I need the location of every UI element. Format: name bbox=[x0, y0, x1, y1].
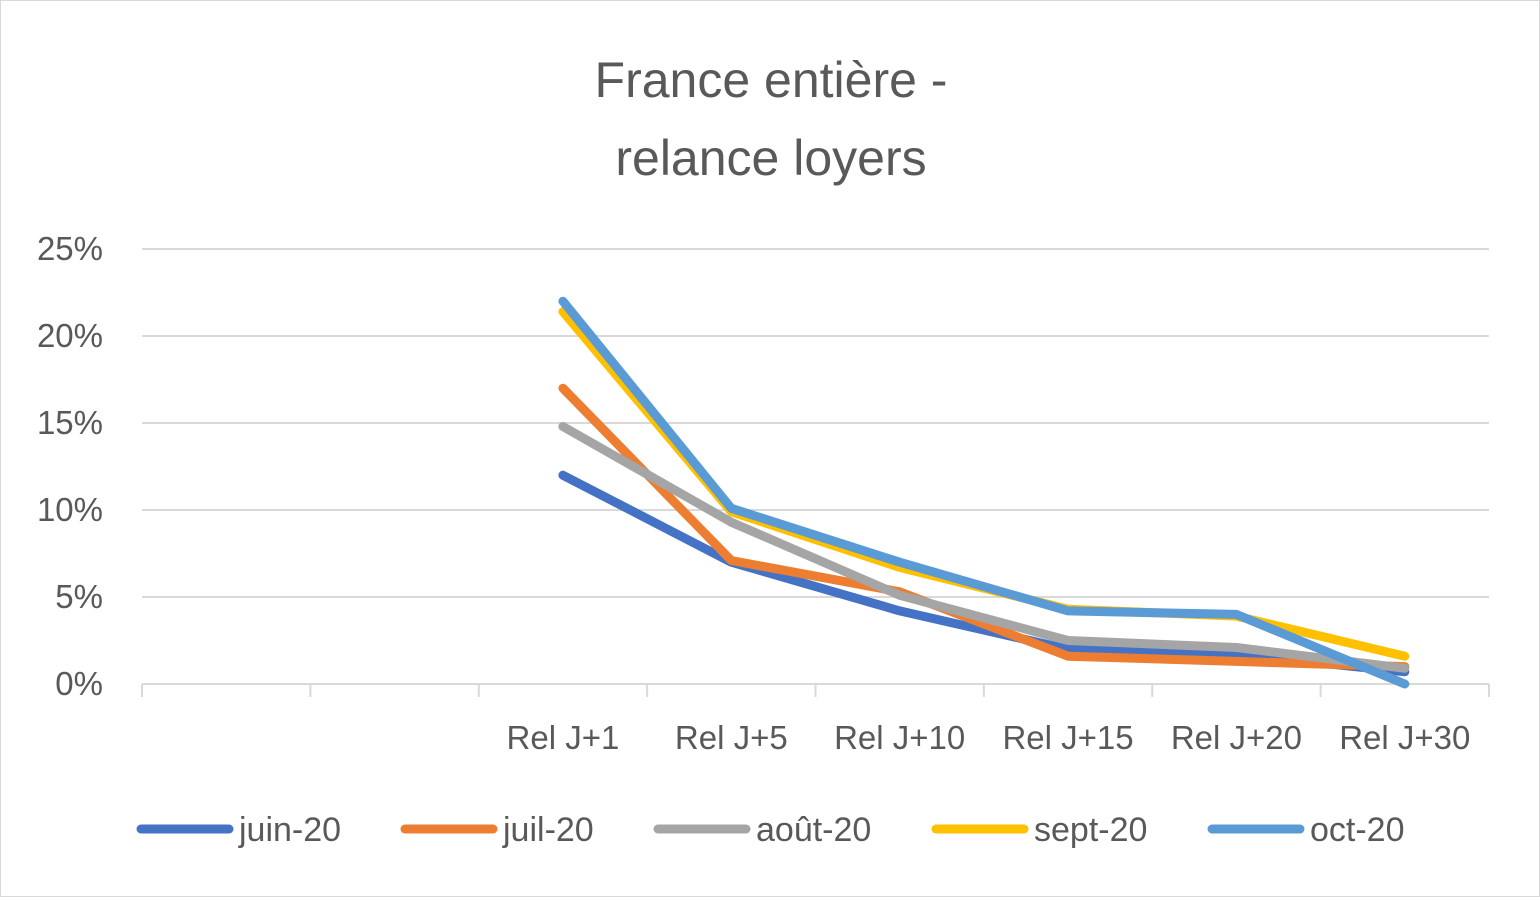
legend-label: juil-20 bbox=[502, 811, 594, 849]
x-tick-label: Rel J+1 bbox=[507, 719, 620, 756]
series-line-sept-20 bbox=[558, 307, 1410, 661]
x-tick-label: Rel J+5 bbox=[675, 719, 788, 756]
legend: juin-20 juil-20 août-20 sept-20 oct-20 bbox=[136, 811, 1405, 849]
gridlines bbox=[142, 248, 1489, 598]
y-tick-label: 15% bbox=[37, 404, 103, 441]
y-tick-label: 5% bbox=[55, 578, 103, 615]
x-tick-label: Rel J+20 bbox=[1171, 719, 1302, 756]
series-line-oct-20 bbox=[558, 296, 1410, 689]
y-tick-label: 10% bbox=[37, 491, 103, 528]
chart-title-line-1: France entière - bbox=[595, 52, 948, 108]
legend-label: août-20 bbox=[756, 811, 871, 849]
chart-title-line-2: relance loyers bbox=[615, 130, 926, 186]
x-tick-label: Rel J+30 bbox=[1339, 719, 1470, 756]
axes: 0% 5% 10% 15% 20% 25% Rel J+1 Rel J+5 Rel J+10 Re… bbox=[37, 230, 1490, 756]
y-tick-label: 0% bbox=[55, 665, 103, 702]
legend-label: oct-20 bbox=[1310, 811, 1405, 849]
y-tick-label: 20% bbox=[37, 317, 103, 354]
series-line-juin-20 bbox=[558, 470, 1410, 677]
legend-label: juin-20 bbox=[238, 811, 341, 849]
series-line-juil-20 bbox=[558, 383, 1410, 672]
x-tick-label: Rel J+10 bbox=[834, 719, 965, 756]
series-lines bbox=[558, 296, 1410, 689]
y-tick-label: 25% bbox=[37, 230, 103, 267]
x-tick-label: Rel J+15 bbox=[1002, 719, 1133, 756]
series-line-août-20 bbox=[558, 422, 1410, 673]
legend-label: sept-20 bbox=[1034, 811, 1147, 849]
